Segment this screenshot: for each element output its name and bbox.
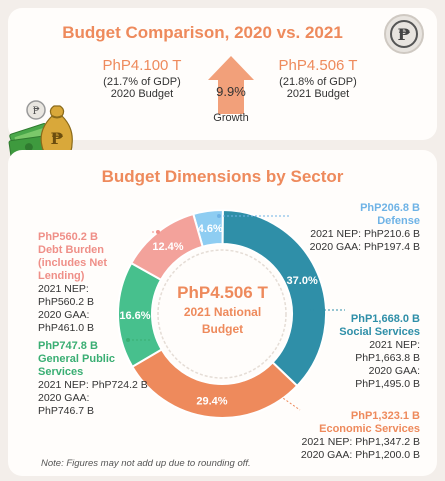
econ-amount: PhP1,323.1 B	[350, 410, 420, 422]
budget-2021-label: 2021 Budget	[286, 88, 350, 100]
budget-2021: PhP4.506 T (21.8% of GDP) 2021 Budget	[263, 57, 373, 100]
label-debt-burden: PhP560.2 B Debt Burden (includes Net Len…	[38, 231, 158, 335]
pct-label-social-services: 37.0%	[287, 275, 318, 287]
donut-center-label: PhP4.506 T 2021 National Budget	[160, 283, 285, 337]
label-social-services: PhP1,668.0 B Social Services 2021 NEP: P…	[290, 313, 420, 391]
debt-name: (includes Net	[38, 257, 108, 269]
slice-debt-burden	[129, 212, 204, 282]
label-economic-services: PhP1,323.1 B Economic Services 2021 NEP:…	[290, 410, 420, 462]
debt-detail: 2021 NEP:	[38, 283, 89, 295]
general-name: Services	[38, 366, 84, 378]
footnote: Note: Figures may not add up due to roun…	[41, 458, 251, 469]
growth-value: 9.9%	[216, 84, 246, 99]
defense-detail: 2020 GAA: PhP197.4 B	[309, 241, 420, 253]
general-detail: 2020 GAA:	[38, 392, 90, 404]
econ-detail: 2020 GAA: PhP1,200.0 B	[300, 449, 420, 461]
inner-ring	[157, 249, 287, 379]
debt-detail: PhP560.2 B	[38, 296, 95, 308]
leader-dot-social-services	[310, 308, 314, 312]
pct-label-general-public-services: 16.6%	[119, 310, 150, 322]
pct-label-economic-services: 29.4%	[196, 395, 227, 407]
leader-dot-economic-services	[278, 394, 282, 398]
defense-name: Defense	[377, 215, 420, 227]
defense-detail: 2021 NEP: PhP210.6 B	[310, 228, 420, 240]
general-name: General Public	[38, 353, 116, 365]
center-line-2: Budget	[201, 322, 244, 336]
budget-2020-amount: PhP4.100 T	[102, 57, 182, 74]
peso-coin-icon: ₱	[384, 14, 424, 54]
budget-2020: PhP4.100 T (21.7% of GDP) 2020 Budget	[87, 57, 197, 100]
social-detail: 2021 NEP:	[369, 339, 420, 351]
leader-line-economic-services	[279, 395, 301, 411]
social-amount: PhP1,668.0 B	[350, 313, 420, 325]
svg-text:₱: ₱	[51, 129, 64, 148]
label-defense: PhP206.8 B Defense 2021 NEP: PhP210.6 B …	[290, 202, 420, 254]
center-line-1: 2021 National	[183, 305, 262, 319]
econ-detail: 2021 NEP: PhP1,347.2 B	[301, 436, 421, 448]
social-detail: 2020 GAA:	[368, 365, 420, 377]
social-name: Social Services	[339, 326, 420, 338]
budget-2021-gdp: (21.8% of GDP)	[279, 76, 357, 88]
general-detail: PhP746.7 B	[38, 405, 95, 417]
general-amount: PhP747.8 B	[38, 340, 98, 352]
pct-label-debt-burden: 12.4%	[152, 241, 183, 253]
growth-arrow-icon: 9.9%	[206, 54, 256, 116]
debt-detail: PhP461.0 B	[38, 322, 95, 334]
budget-2020-gdp: (21.7% of GDP)	[103, 76, 181, 88]
debt-name: Debt Burden	[38, 244, 104, 256]
social-detail: PhP1,495.0 B	[355, 378, 420, 390]
social-detail: PhP1,663.8 B	[355, 352, 420, 364]
debt-amount: PhP560.2 B	[38, 231, 98, 243]
leader-dot-defense	[217, 214, 221, 218]
comparison-title: Budget Comparison, 2020 vs. 2021	[62, 23, 343, 42]
leader-dot-debt-burden	[156, 230, 160, 234]
growth-label: Growth	[213, 112, 249, 124]
sector-title: Budget Dimensions by Sector	[101, 167, 344, 186]
econ-name: Economic Services	[319, 423, 420, 435]
svg-text:₱: ₱	[32, 106, 39, 117]
label-general-public-services: PhP747.8 B General Public Services 2021 …	[38, 340, 168, 418]
budget-2021-amount: PhP4.506 T	[278, 57, 358, 74]
debt-detail: 2020 GAA:	[38, 309, 90, 321]
donut-hole	[153, 245, 291, 383]
general-detail: 2021 NEP: PhP724.2 B	[38, 379, 148, 391]
debt-name: Lending)	[38, 270, 85, 282]
slice-social-services	[221, 208, 327, 388]
pct-label-defense: 4.6%	[198, 223, 223, 235]
leader-dot-general-public-services	[126, 338, 130, 342]
center-amount: PhP4.506 T	[177, 283, 268, 302]
budget-2020-label: 2020 Budget	[110, 88, 174, 100]
defense-amount: PhP206.8 B	[360, 202, 420, 214]
